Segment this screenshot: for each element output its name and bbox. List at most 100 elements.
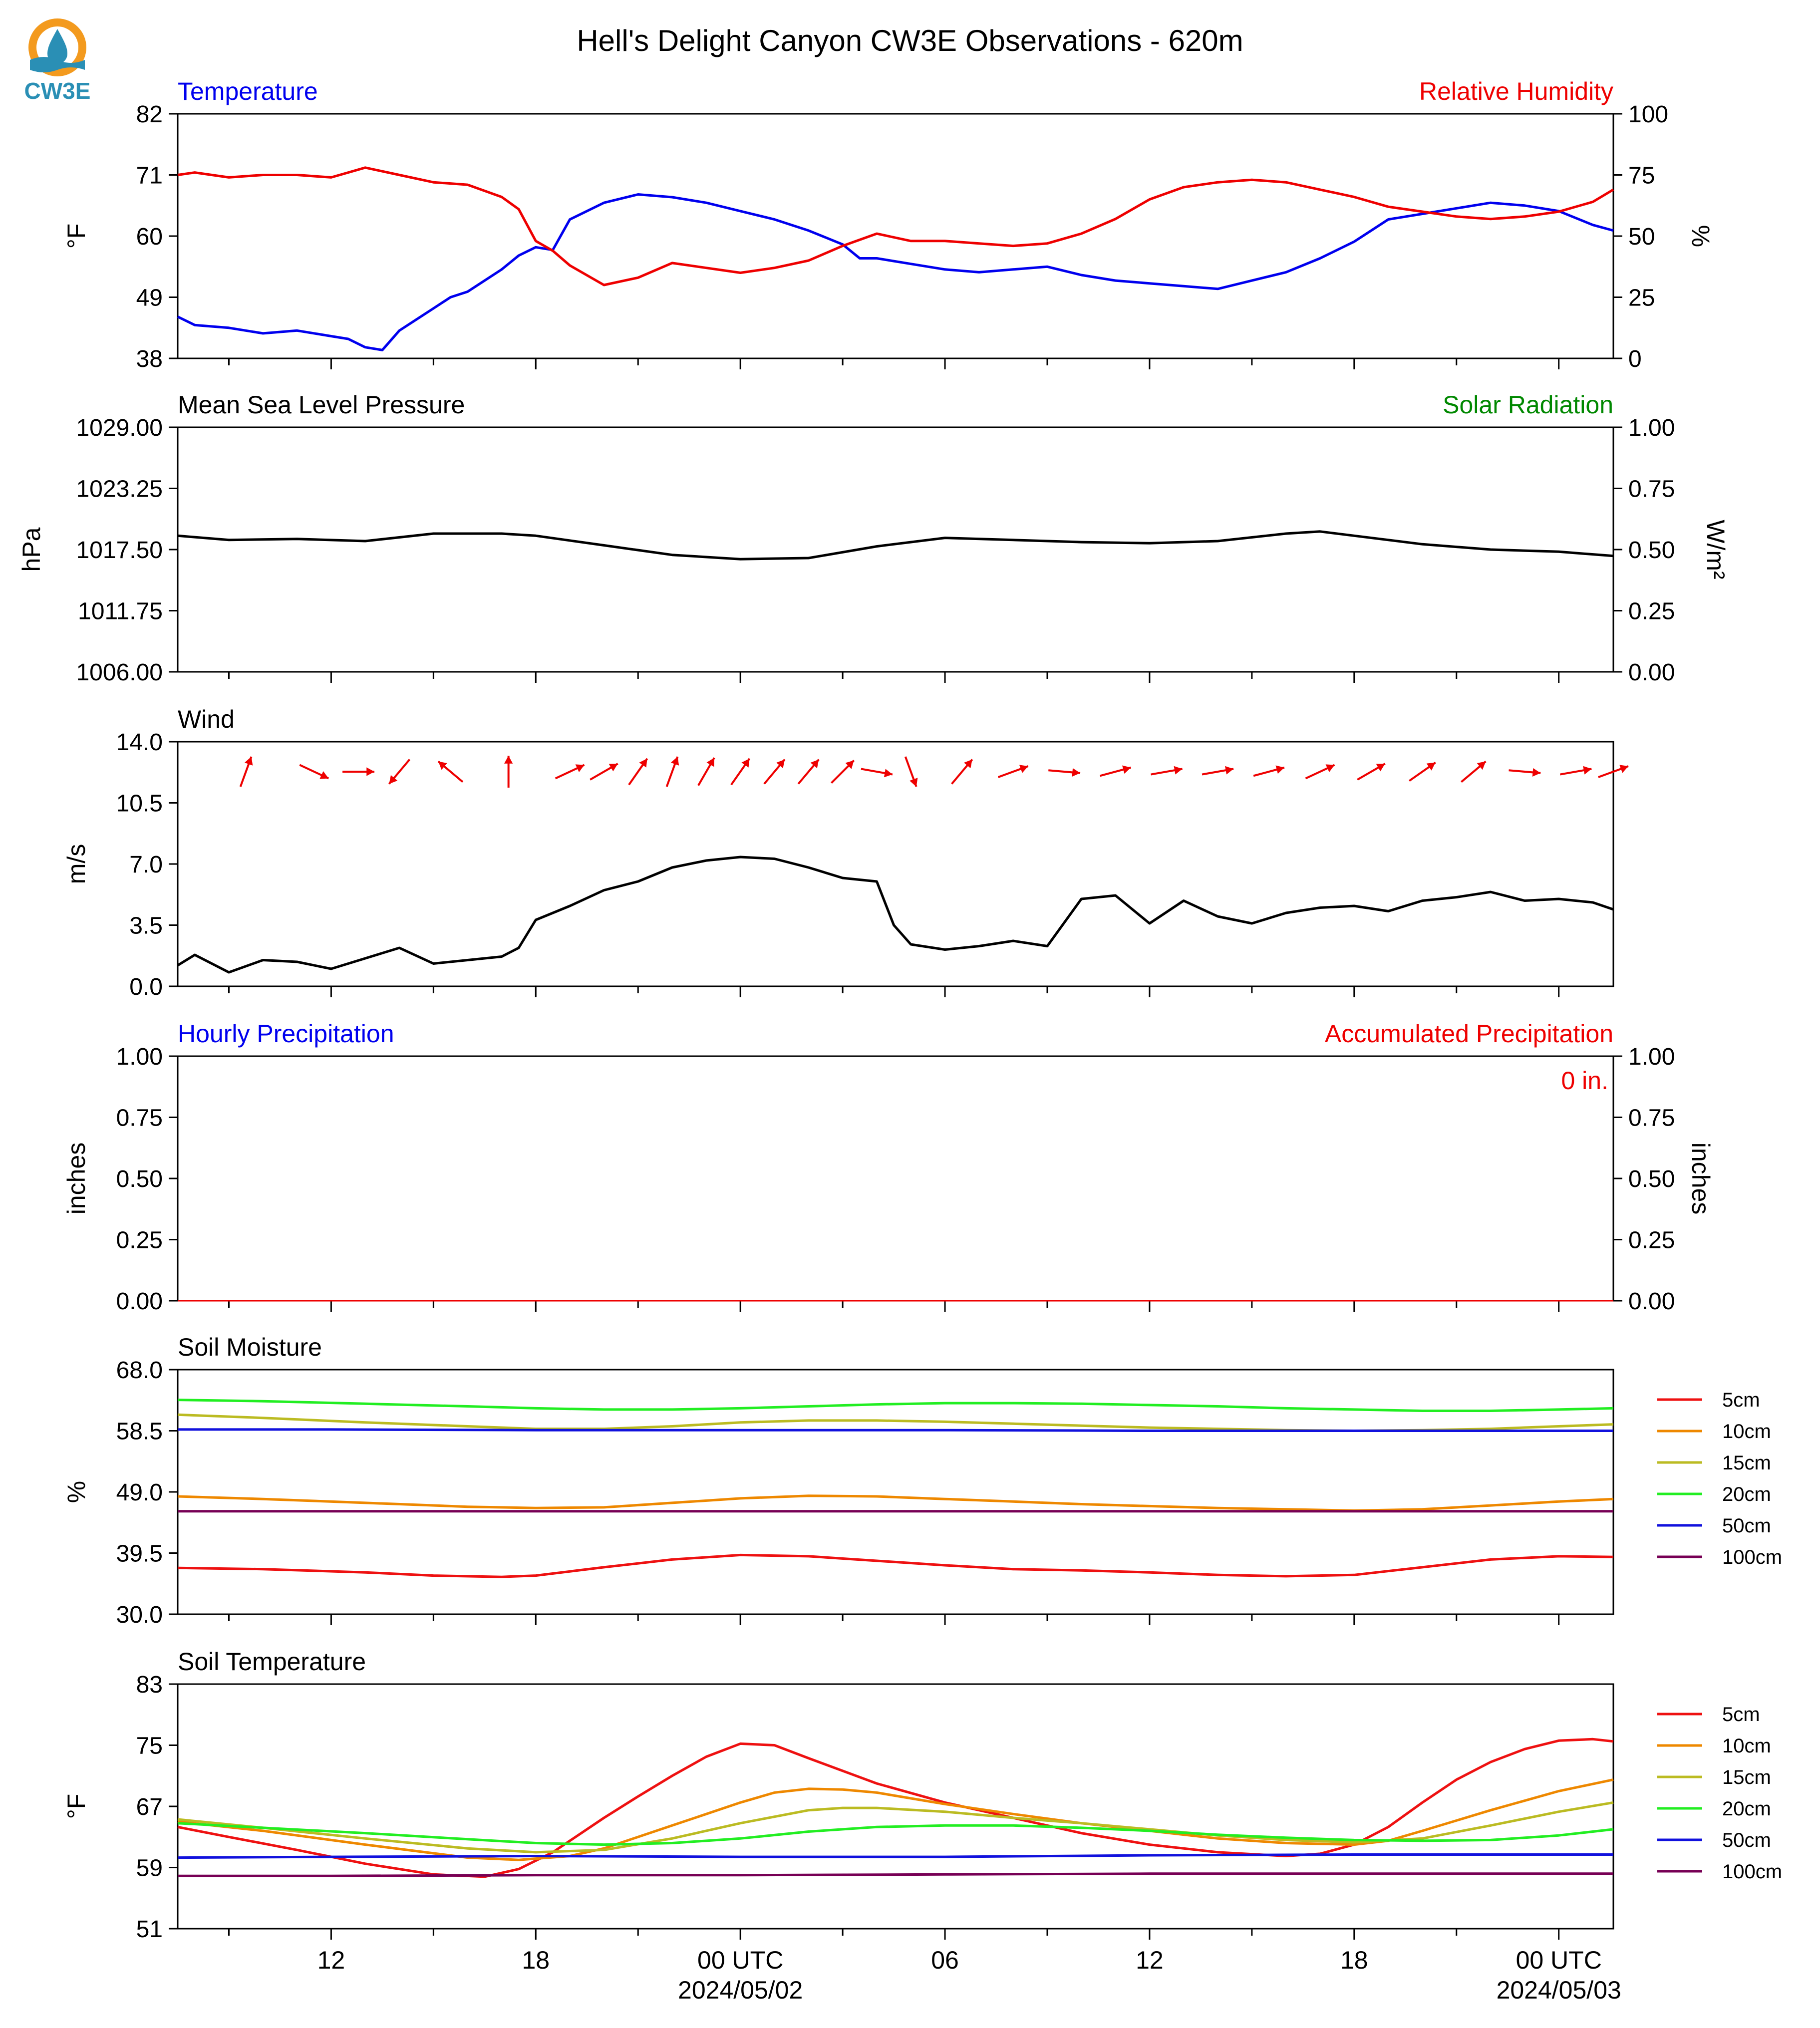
wind-arrow	[1100, 765, 1132, 777]
legend: 5cm 10cm 15cm 20cm 50cm 100cm	[1657, 1389, 1782, 1568]
wind-arrow	[437, 760, 464, 783]
wind-arrow-head	[608, 764, 618, 772]
wind-arrow	[997, 765, 1029, 778]
y-axis-label-left: °F	[62, 224, 90, 249]
wind-arrow-head	[245, 756, 253, 766]
legend-label: 10cm	[1722, 1421, 1771, 1443]
y-tick-label-left: 38	[136, 346, 163, 372]
y-tick-label-right: 0	[1628, 346, 1642, 372]
y-tick-label-left: 0.75	[116, 1105, 163, 1132]
wind-arrow	[239, 756, 253, 787]
wind-arrow	[299, 764, 329, 780]
x-tick-label: 06	[931, 1946, 959, 1974]
panel-frame	[177, 426, 1614, 673]
wind-arrow	[342, 767, 375, 776]
y-tick-label-right: 75	[1628, 163, 1655, 189]
series-line-10cm	[177, 1494, 1614, 1512]
wind-arrow-head	[639, 758, 647, 768]
y-tick-label-right: 0.75	[1628, 476, 1675, 503]
legend-label: 15cm	[1722, 1766, 1771, 1788]
y-tick-label-right: 0.00	[1628, 1288, 1675, 1315]
y-tick-label-right: 100	[1628, 101, 1668, 128]
wind-arrow-head	[910, 778, 918, 787]
y-tick-label-left: 83	[136, 1672, 163, 1698]
panel-title-left: Temperature	[178, 77, 318, 105]
wind-arrow-head	[1619, 765, 1629, 773]
legend-label: 100cm	[1722, 1861, 1782, 1883]
wind-arrow-head	[670, 756, 679, 766]
wind-arrow-head	[438, 761, 447, 770]
y-tick-label-left: 68.0	[116, 1357, 163, 1384]
wind-arrow	[1151, 766, 1183, 776]
y-tick-label-right: 0.50	[1628, 537, 1675, 564]
wind-arrow-head	[1275, 765, 1284, 774]
panel-title-left: Hourly Precipitation	[178, 1020, 394, 1048]
wind-arrow	[555, 764, 585, 780]
wind-arrow	[1461, 760, 1487, 783]
y-tick-label-left: 49.0	[116, 1479, 163, 1506]
legend-label: 5cm	[1722, 1389, 1760, 1411]
x-date-label: 2024/05/02	[678, 1976, 803, 2004]
y-tick-label-left: 60	[136, 224, 163, 250]
wind-arrow	[590, 763, 618, 781]
wind-arrow-head	[575, 764, 585, 772]
y-tick-label-left: 58.5	[116, 1419, 163, 1445]
panel-title-right: Accumulated Precipitation	[1325, 1020, 1613, 1048]
wind-arrow-head	[776, 759, 785, 769]
y-tick-label-left: 0.25	[116, 1227, 163, 1254]
wind-arrow-head	[1583, 766, 1592, 775]
y-tick-label-right: 0.50	[1628, 1166, 1675, 1192]
y-axis-label-right: inches	[1687, 1143, 1715, 1215]
legend-label: 20cm	[1722, 1483, 1771, 1505]
legend-label: 5cm	[1722, 1704, 1760, 1726]
wind-arrow-head	[1174, 766, 1183, 775]
series-line-50cm	[177, 1853, 1613, 1859]
y-tick-label-left: 39.5	[116, 1541, 163, 1567]
wind-arrow-head	[741, 758, 750, 768]
wind-arrow	[1048, 768, 1081, 777]
y-axis-label-left: inches	[62, 1143, 90, 1215]
panel-title-left: Mean Sea Level Pressure	[178, 391, 465, 419]
wind-arrow	[1253, 765, 1285, 777]
y-axis-label-left: hPa	[17, 527, 45, 572]
legend-label: 100cm	[1722, 1546, 1782, 1568]
wind-arrow	[831, 759, 855, 784]
wind-arrow-head	[1325, 764, 1335, 772]
panel-title-right: Solar Radiation	[1443, 391, 1613, 419]
y-tick-label-left: 14.0	[116, 729, 163, 756]
wind-arrow-head	[706, 758, 714, 767]
wind-arrow	[797, 759, 820, 785]
y-tick-label-left: 1023.25	[76, 476, 163, 503]
wind-arrow	[951, 759, 973, 785]
y-tick-label-left: 1006.00	[76, 659, 163, 686]
y-tick-label-left: 49	[136, 285, 163, 311]
wind-arrow-head	[1426, 762, 1436, 771]
wind-arrow-head	[389, 775, 398, 784]
y-tick-label-left: 0.50	[116, 1166, 163, 1192]
series-line-50cm	[178, 1428, 1613, 1432]
y-tick-label-right: 0.25	[1628, 1227, 1675, 1254]
wind-arrow	[861, 768, 893, 778]
accumulated-total-label: 0 in.	[1561, 1067, 1608, 1095]
series-line-mean-sea-level-pressure	[177, 530, 1614, 561]
x-tick-label: 00 UTC	[1516, 1946, 1602, 1974]
wind-arrow-head	[1122, 765, 1131, 774]
wind-arrow-head	[1477, 761, 1486, 770]
wind-arrow-head	[1072, 768, 1081, 777]
y-tick-label-left: 1029.00	[76, 415, 163, 441]
y-tick-label-right: 0.75	[1628, 1105, 1675, 1132]
x-tick-label: 18	[522, 1946, 550, 1974]
series-line-20cm	[177, 1399, 1614, 1412]
series-line-temperature	[177, 193, 1614, 351]
wind-arrow	[1559, 766, 1592, 776]
legend-label: 50cm	[1722, 1829, 1771, 1851]
logo-text: CW3E	[24, 78, 91, 104]
y-tick-label-left: 1011.75	[78, 598, 163, 625]
x-tick-label: 00 UTC	[697, 1946, 783, 1974]
y-axis-label-left: m/s	[62, 844, 90, 884]
wind-arrow	[1598, 765, 1629, 778]
y-axis-label-right: %	[1687, 225, 1715, 247]
series-line-5cm	[177, 1553, 1614, 1578]
wind-arrow	[1305, 764, 1335, 780]
